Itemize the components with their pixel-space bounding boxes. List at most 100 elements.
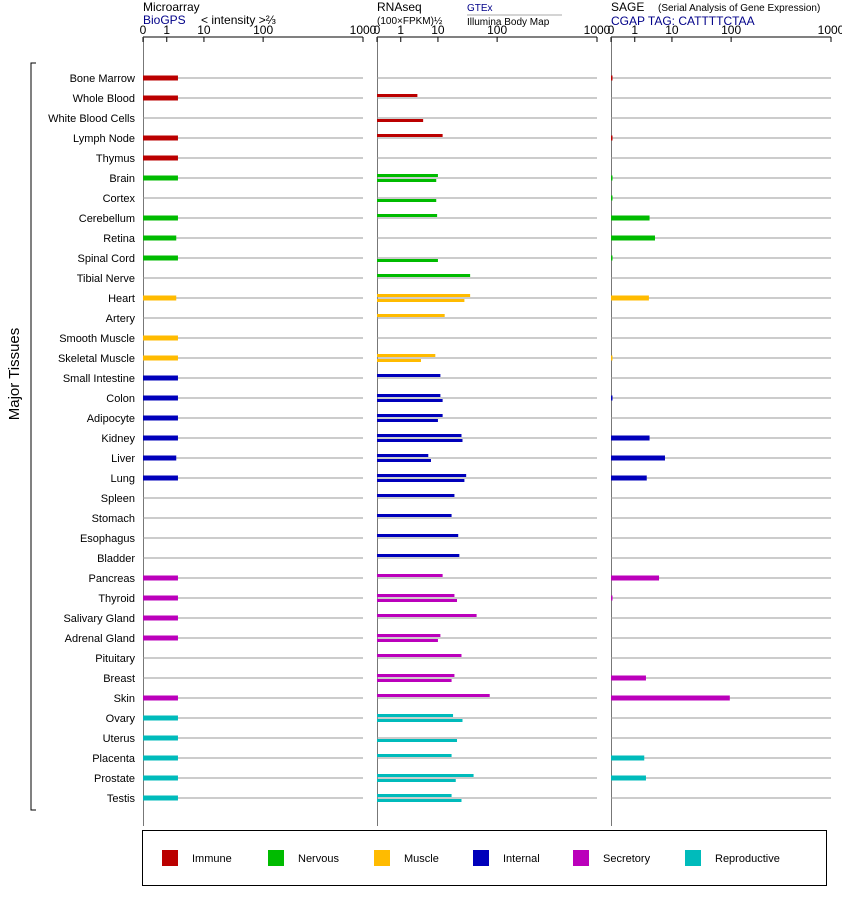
bar-microarray bbox=[143, 355, 178, 361]
bar-microarray bbox=[143, 215, 178, 221]
bar-microarray bbox=[143, 455, 177, 461]
tick-label: 10 bbox=[665, 23, 679, 37]
legend-label: Muscle bbox=[404, 853, 439, 865]
bar-sage bbox=[611, 355, 613, 361]
tick-label: 1000 bbox=[584, 23, 611, 37]
bar-microarray bbox=[143, 755, 178, 761]
tissue-label: Lymph Node bbox=[73, 133, 135, 145]
tissue-label: Adipocyte bbox=[87, 413, 135, 425]
tissue-label: Ovary bbox=[106, 713, 136, 725]
bar-bodymap bbox=[377, 439, 463, 442]
y-axis-label: Major Tissues bbox=[6, 328, 23, 421]
bar-sage bbox=[611, 455, 665, 461]
legend-swatch bbox=[374, 850, 390, 866]
tick-label: 1 bbox=[631, 23, 638, 37]
tissue-label: Small Intestine bbox=[63, 373, 135, 385]
bar-microarray bbox=[143, 295, 177, 301]
bar-bodymap bbox=[377, 199, 437, 202]
tissue-label: Spleen bbox=[101, 493, 135, 505]
bar-microarray bbox=[143, 575, 178, 581]
panel-subtitle: BioGPS bbox=[143, 13, 186, 27]
bar-gtex bbox=[377, 174, 438, 177]
tissue-label: Cerebellum bbox=[79, 213, 135, 225]
tissue-label: Pituitary bbox=[95, 653, 135, 665]
bar-sage bbox=[611, 575, 660, 581]
bar-microarray bbox=[143, 715, 178, 721]
bar-bodymap bbox=[377, 259, 438, 262]
bar-sage bbox=[611, 135, 613, 141]
bar-gtex bbox=[377, 574, 443, 577]
bar-microarray bbox=[143, 75, 178, 81]
bar-bodymap bbox=[377, 399, 443, 402]
tissue-label: Brain bbox=[109, 173, 135, 185]
bar-microarray bbox=[143, 435, 178, 441]
bar-bodymap bbox=[377, 419, 438, 422]
bar-bodymap bbox=[377, 459, 431, 462]
tick-label: 1000 bbox=[818, 23, 842, 37]
bar-gtex bbox=[377, 134, 443, 137]
panel-unit: < intensity >⅔ bbox=[201, 13, 276, 27]
bar-gtex bbox=[377, 414, 443, 417]
tick-label: 10 bbox=[431, 23, 445, 37]
legend-swatch bbox=[473, 850, 489, 866]
bar-microarray bbox=[143, 175, 178, 181]
legend-label: Nervous bbox=[298, 853, 339, 865]
bar-gtex bbox=[377, 614, 477, 617]
tissue-label: Thymus bbox=[96, 153, 136, 165]
bar-gtex bbox=[377, 774, 474, 777]
bar-gtex bbox=[377, 694, 490, 697]
legend-label: Immune bbox=[192, 853, 232, 865]
bar-gtex bbox=[377, 654, 462, 657]
legend-label: Internal bbox=[503, 853, 540, 865]
bar-sage bbox=[611, 675, 646, 681]
tissue-label: Skin bbox=[114, 693, 135, 705]
bar-gtex bbox=[377, 714, 454, 717]
legend-swatch bbox=[685, 850, 701, 866]
bar-microarray bbox=[143, 615, 178, 621]
legend-swatch bbox=[268, 850, 284, 866]
bar-sage bbox=[611, 295, 649, 301]
bar-microarray bbox=[143, 735, 178, 741]
bar-microarray bbox=[143, 95, 178, 101]
tissue-label: Colon bbox=[106, 393, 135, 405]
legend-swatch bbox=[162, 850, 178, 866]
bar-gtex bbox=[377, 594, 455, 597]
bar-gtex bbox=[377, 534, 459, 537]
tissue-label: Thyroid bbox=[98, 593, 135, 605]
tick-label: 100 bbox=[721, 23, 741, 37]
tick-label: 10 bbox=[197, 23, 211, 37]
tissue-label: Prostate bbox=[94, 773, 135, 785]
bar-microarray bbox=[143, 135, 178, 141]
source-bodymap: Illumina Body Map bbox=[467, 17, 550, 28]
bar-microarray bbox=[143, 155, 178, 161]
bar-gtex bbox=[377, 374, 441, 377]
tissue-label: Bladder bbox=[97, 553, 135, 565]
tissue-label: Whole Blood bbox=[73, 93, 135, 105]
tissue-label: Adrenal Gland bbox=[65, 633, 135, 645]
bar-sage bbox=[611, 175, 613, 181]
bar-sage bbox=[611, 255, 613, 261]
panel-title: RNAseq bbox=[377, 0, 422, 14]
bar-microarray bbox=[143, 695, 178, 701]
panel-title: Microarray bbox=[143, 0, 200, 14]
tick-label: 1 bbox=[397, 23, 404, 37]
bar-gtex bbox=[377, 634, 441, 637]
tissue-label: Uterus bbox=[103, 733, 136, 745]
tissue-label: Skeletal Muscle bbox=[58, 353, 135, 365]
bar-gtex bbox=[377, 754, 452, 757]
bar-bodymap bbox=[377, 179, 437, 182]
bar-microarray bbox=[143, 475, 178, 481]
bar-microarray bbox=[143, 795, 178, 801]
panel-note: (Serial Analysis of Gene Expression) bbox=[658, 3, 820, 14]
tick-label: 0 bbox=[140, 23, 147, 37]
bar-microarray bbox=[143, 235, 177, 241]
bar-gtex bbox=[377, 354, 436, 357]
tissue-label: Pancreas bbox=[89, 573, 136, 585]
panel-subtitle: CGAP TAG: CATTTTCTAA bbox=[611, 14, 755, 28]
bar-bodymap bbox=[377, 739, 458, 742]
bar-gtex bbox=[377, 94, 418, 97]
bar-microarray bbox=[143, 395, 178, 401]
tissue-bracket bbox=[30, 62, 36, 811]
bar-gtex bbox=[377, 434, 462, 437]
